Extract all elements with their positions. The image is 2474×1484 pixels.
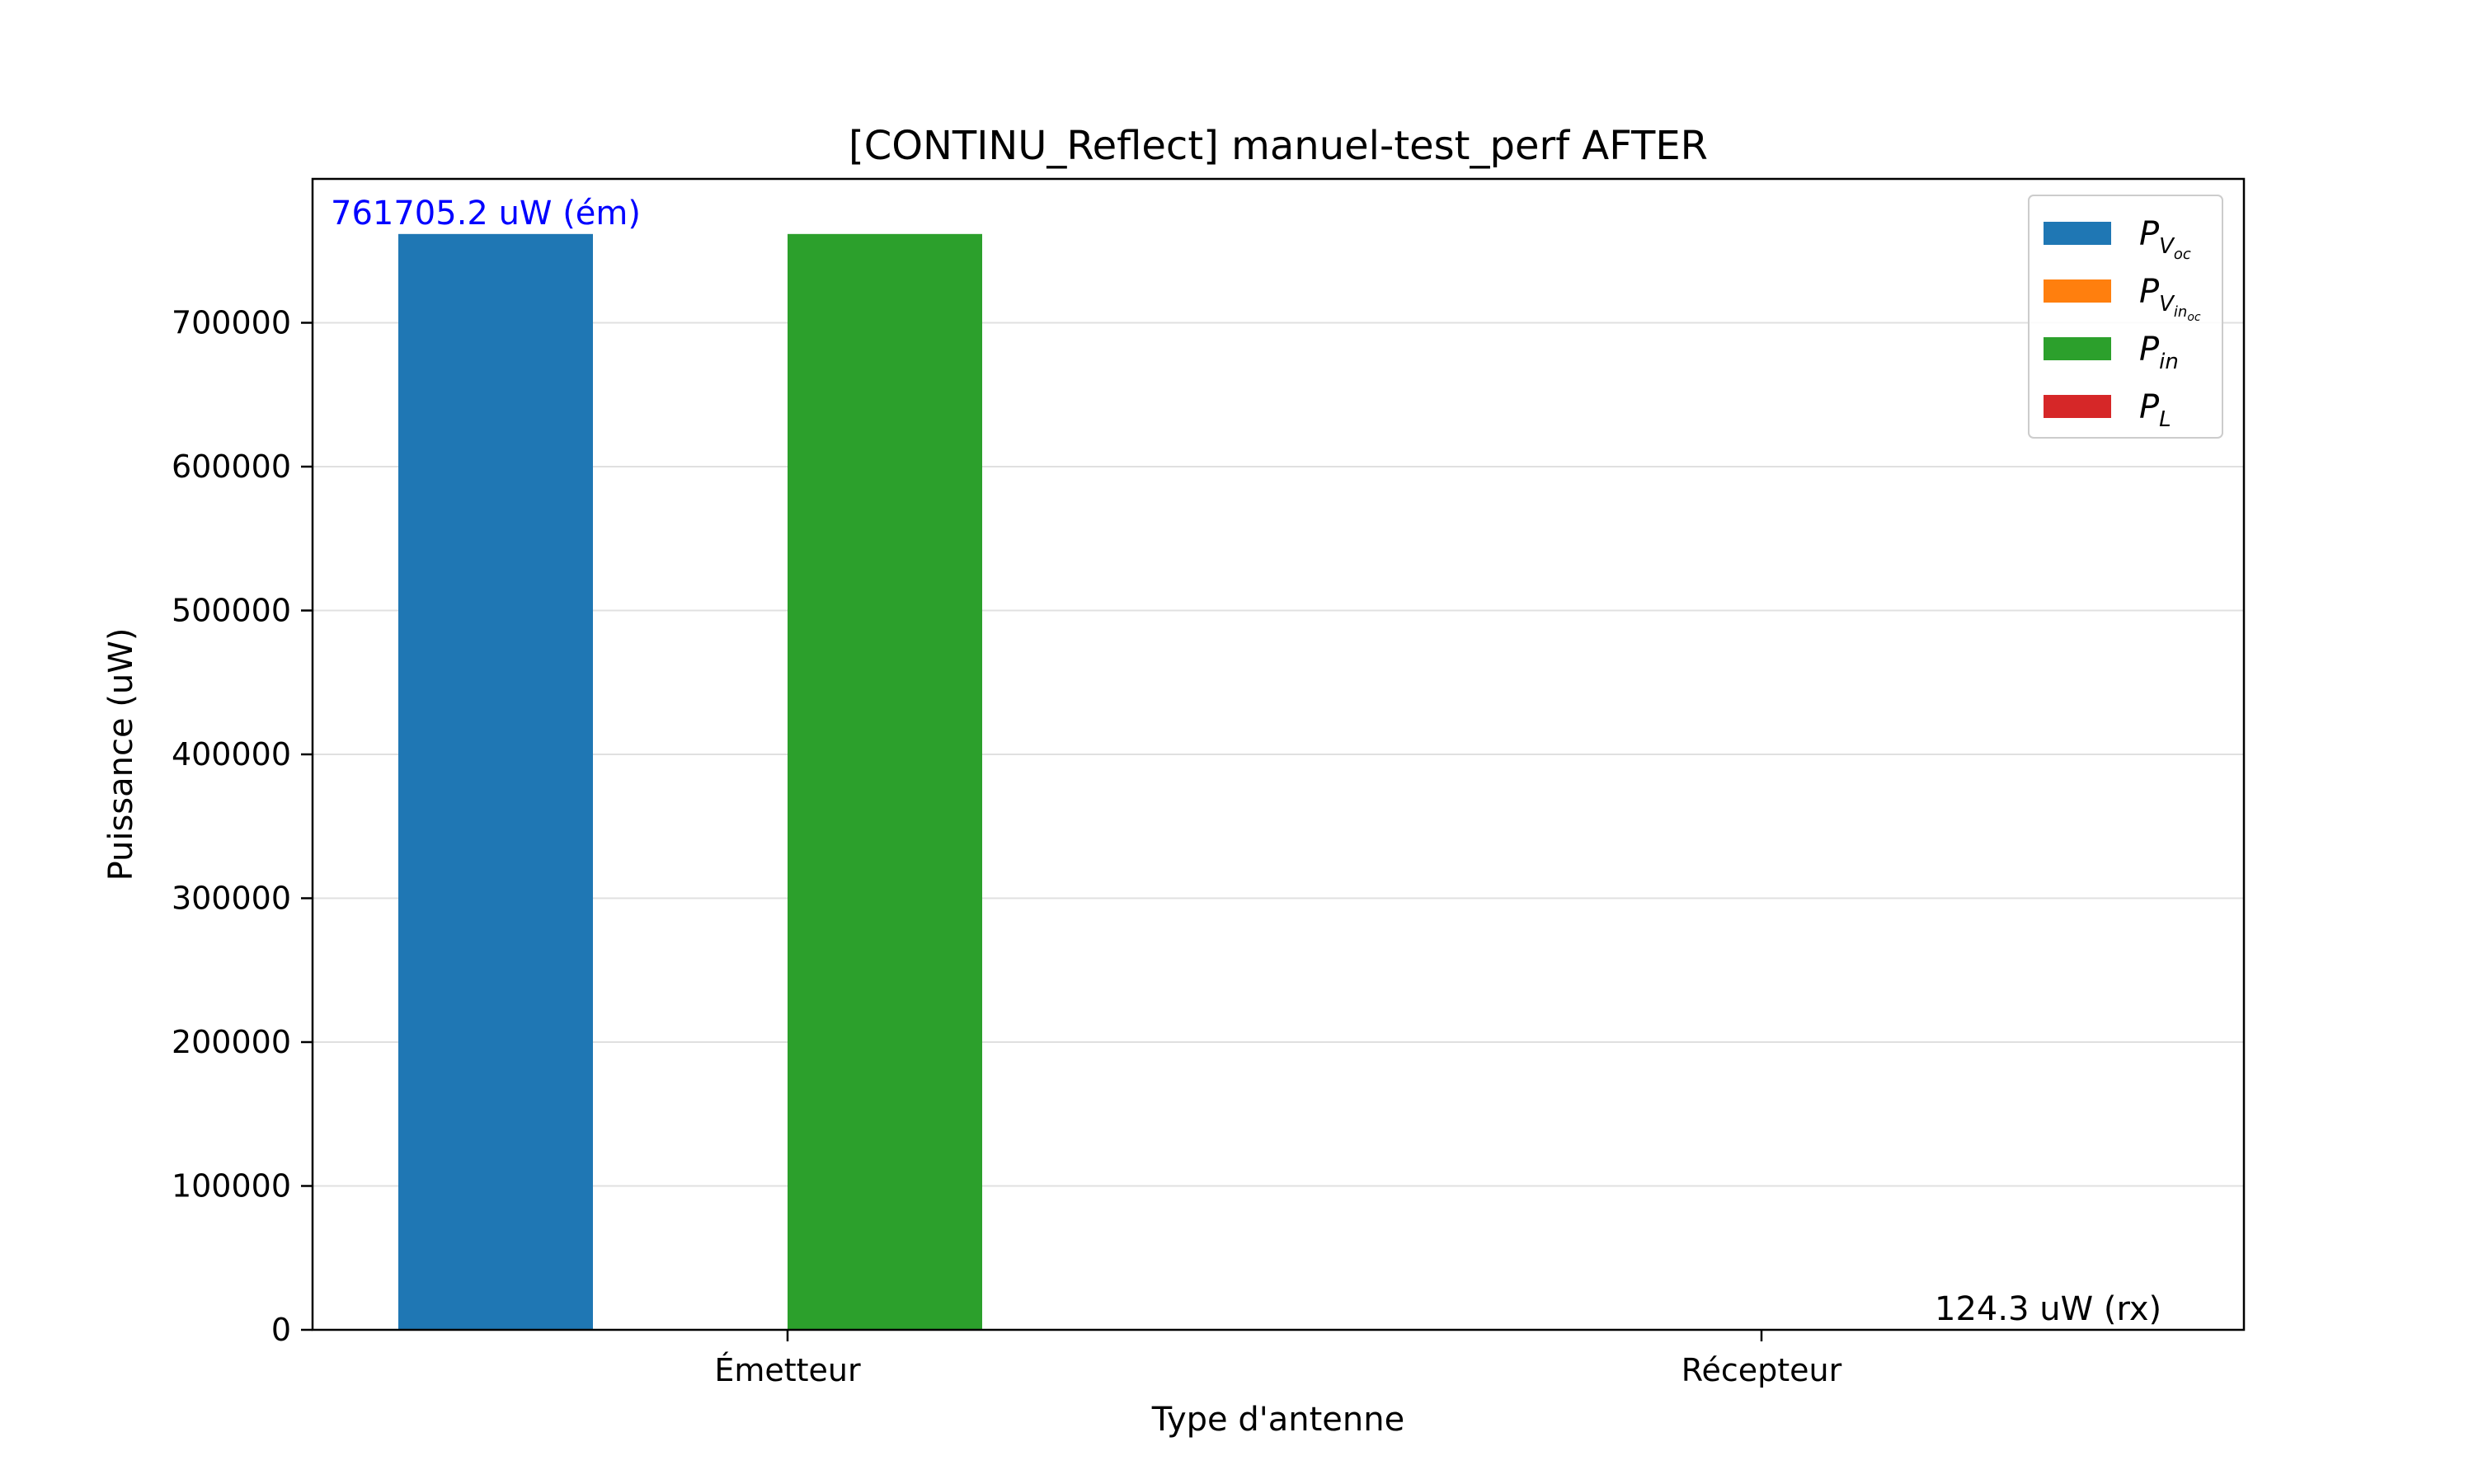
- data-label: 124.3 uW (rx): [1935, 1290, 2161, 1328]
- legend-entry: PVoc: [2139, 215, 2191, 263]
- grid-lines: [313, 322, 2244, 1187]
- x-tick-label: Récepteur: [1681, 1352, 1842, 1388]
- bar: [398, 233, 593, 1330]
- legend-entry: PL: [2139, 388, 2171, 432]
- y-tick-label: 500000: [172, 593, 291, 629]
- annotations: 761705.2 uW (ém) 124.3 uW (rx): [331, 195, 2161, 1328]
- y-tick-label: 0: [271, 1312, 291, 1348]
- legend-swatch: [2044, 395, 2111, 418]
- legend-entry: PVinoc: [2139, 273, 2201, 324]
- y-tick-label: 200000: [172, 1024, 291, 1060]
- y-tick-label: 400000: [172, 736, 291, 773]
- x-axis-label: Type d'antenne: [1151, 1401, 1404, 1439]
- bars: [398, 233, 1567, 1330]
- chart-title: [CONTINU_Reflect] manuel-test_perf AFTER: [849, 123, 1708, 169]
- data-label: 761705.2 uW (ém): [331, 195, 641, 232]
- legend-swatch: [2044, 222, 2111, 245]
- legend-swatch: [2044, 279, 2111, 303]
- bar: [788, 233, 982, 1330]
- legend-entry: Pin: [2139, 331, 2179, 374]
- y-axis-label: Puissance (uW): [102, 628, 140, 881]
- x-tick-label: Émetteur: [714, 1352, 861, 1388]
- y-tick-label: 600000: [172, 448, 291, 485]
- x-axis-ticks: Émetteur Récepteur: [714, 1330, 1842, 1388]
- y-tick-label: 700000: [172, 305, 291, 341]
- legend: PVoc PVinoc Pin PL: [2028, 195, 2223, 439]
- legend-frame: [2028, 195, 2223, 439]
- y-axis-ticks: 0 100000 200000 300000 400000 500000 600000 700…: [172, 305, 313, 1348]
- legend-swatch: [2044, 337, 2111, 360]
- y-tick-label: 300000: [172, 881, 291, 917]
- y-tick-label: 100000: [172, 1168, 291, 1205]
